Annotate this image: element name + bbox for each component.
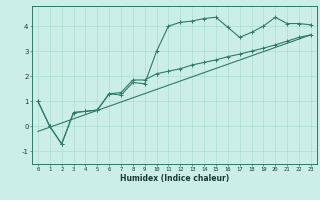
X-axis label: Humidex (Indice chaleur): Humidex (Indice chaleur) [120,174,229,183]
